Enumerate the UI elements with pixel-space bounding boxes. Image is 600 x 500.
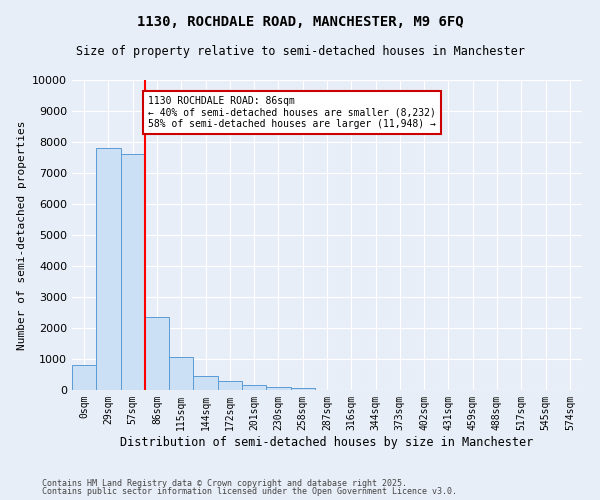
Y-axis label: Number of semi-detached properties: Number of semi-detached properties <box>17 120 26 350</box>
Text: Size of property relative to semi-detached houses in Manchester: Size of property relative to semi-detach… <box>76 45 524 58</box>
Bar <box>242 385 266 390</box>
Bar <box>193 376 218 390</box>
Bar <box>169 358 193 390</box>
Bar <box>218 382 242 390</box>
X-axis label: Distribution of semi-detached houses by size in Manchester: Distribution of semi-detached houses by … <box>121 436 533 448</box>
Text: Contains HM Land Registry data © Crown copyright and database right 2025.: Contains HM Land Registry data © Crown c… <box>42 478 407 488</box>
Bar <box>121 154 145 390</box>
Bar <box>72 365 96 390</box>
Bar <box>96 148 121 390</box>
Bar <box>290 388 315 390</box>
Bar <box>145 317 169 390</box>
Text: 1130 ROCHDALE ROAD: 86sqm
← 40% of semi-detached houses are smaller (8,232)
58% : 1130 ROCHDALE ROAD: 86sqm ← 40% of semi-… <box>148 96 436 128</box>
Text: 1130, ROCHDALE ROAD, MANCHESTER, M9 6FQ: 1130, ROCHDALE ROAD, MANCHESTER, M9 6FQ <box>137 15 463 29</box>
Text: Contains public sector information licensed under the Open Government Licence v3: Contains public sector information licen… <box>42 487 457 496</box>
Bar <box>266 386 290 390</box>
